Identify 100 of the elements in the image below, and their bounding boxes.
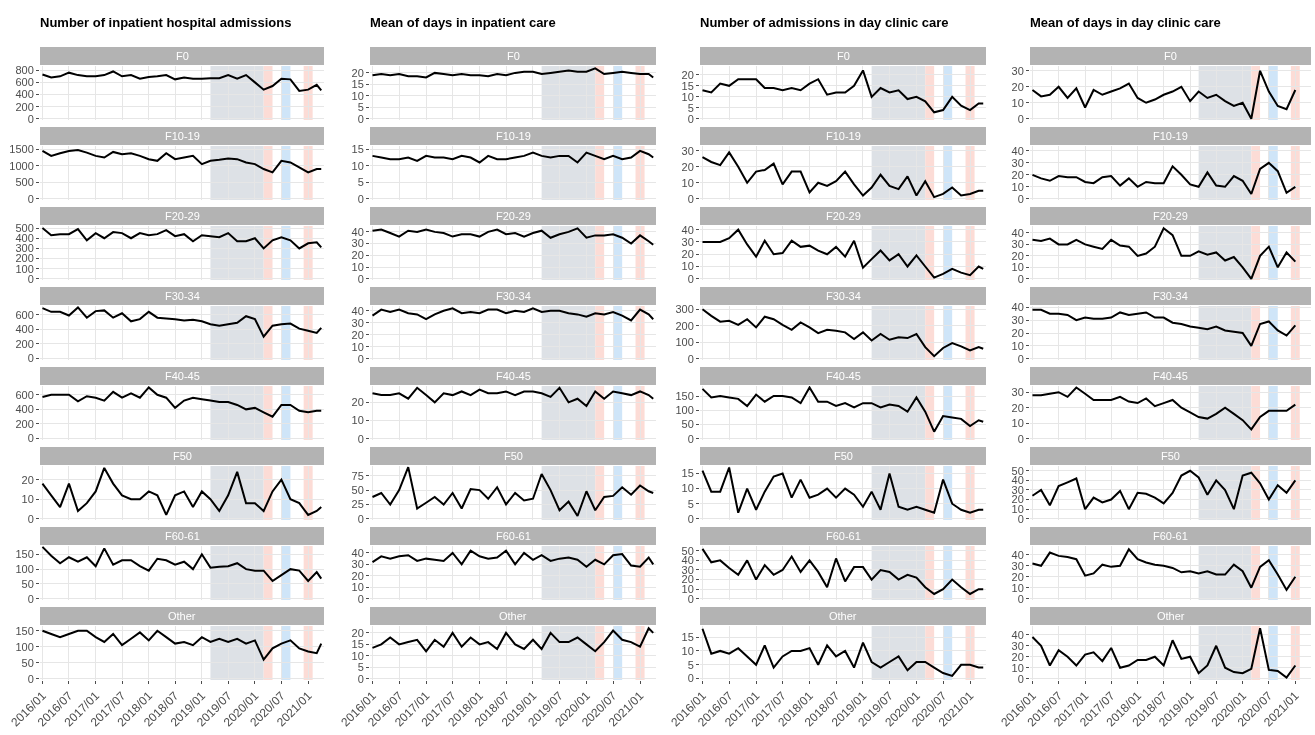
y-tick-label: 20 bbox=[1011, 401, 1024, 414]
chart-subtitle: F40-45 bbox=[165, 370, 200, 382]
y-tick-label: 0 bbox=[687, 432, 694, 445]
y-tick-label: 400 bbox=[15, 323, 34, 336]
y-tick-label: 30 bbox=[351, 237, 364, 250]
y-tick-label: 10 bbox=[1011, 417, 1024, 430]
chart-subtitle: F30-34 bbox=[496, 290, 531, 302]
y-tick-label: 0 bbox=[1017, 112, 1024, 125]
y-tick-label: 0 bbox=[357, 192, 364, 205]
line-series bbox=[41, 148, 323, 174]
line-series bbox=[1031, 161, 1297, 195]
y-tick-label: 20 bbox=[1011, 570, 1024, 583]
y-tick-label: 300 bbox=[675, 303, 694, 316]
y-tick-label: 10 bbox=[1011, 339, 1024, 352]
y-tick-label: 50 bbox=[21, 656, 34, 669]
y-tick-label: 10 bbox=[681, 90, 694, 103]
y-tick-label: 20 bbox=[681, 573, 694, 586]
y-tick-label: 0 bbox=[687, 512, 694, 525]
y-tick-label: 5 bbox=[687, 497, 694, 510]
chart-subtitle: Other bbox=[499, 610, 527, 622]
chart-subtitle: Other bbox=[168, 610, 196, 622]
y-tick-label: 0 bbox=[27, 672, 34, 685]
line-series bbox=[41, 546, 323, 583]
y-tick-label: 20 bbox=[21, 473, 34, 486]
y-tick-label: 20 bbox=[1011, 249, 1024, 262]
chart-subtitle: F50 bbox=[834, 450, 853, 462]
y-tick-label: 0 bbox=[1017, 432, 1024, 445]
y-tick-label: 50 bbox=[681, 418, 694, 431]
y-tick-label: 15 bbox=[351, 78, 364, 91]
y-tick-label: 15 bbox=[681, 467, 694, 480]
line-series bbox=[41, 70, 323, 92]
chart-subtitle: F0 bbox=[507, 50, 520, 62]
y-tick-label: 10 bbox=[1011, 180, 1024, 193]
line-series bbox=[41, 466, 323, 516]
y-tick-label: 20 bbox=[351, 396, 364, 409]
y-tick-label: 200 bbox=[15, 100, 34, 113]
line-series bbox=[371, 549, 655, 568]
y-tick-label: 5 bbox=[357, 101, 364, 114]
y-tick-label: 40 bbox=[351, 546, 364, 559]
y-tick-label: 10 bbox=[681, 482, 694, 495]
line-series bbox=[371, 149, 655, 164]
y-tick-label: 50 bbox=[21, 577, 34, 590]
line-series bbox=[371, 466, 655, 517]
y-tick-label: 0 bbox=[357, 512, 364, 525]
line-series bbox=[1031, 627, 1297, 679]
line-series bbox=[701, 466, 985, 514]
chart-subtitle: F20-29 bbox=[826, 210, 861, 222]
line-series bbox=[701, 386, 985, 433]
line-series bbox=[701, 547, 985, 595]
y-tick-label: 0 bbox=[687, 672, 694, 685]
y-tick-label: 20 bbox=[681, 248, 694, 261]
chart-title: Mean of days in inpatient care bbox=[370, 14, 556, 30]
y-tick-label: 0 bbox=[687, 192, 694, 205]
y-tick-label: 600 bbox=[15, 76, 34, 89]
chart-subtitle: F10-19 bbox=[165, 130, 200, 142]
y-tick-label: 0 bbox=[687, 352, 694, 365]
chart-subtitle: Other bbox=[1157, 610, 1185, 622]
chart-subtitle: F60-61 bbox=[1153, 530, 1188, 542]
chart-subtitle: Other bbox=[829, 610, 857, 622]
y-tick-label: 30 bbox=[1011, 386, 1024, 399]
y-tick-label: 10 bbox=[351, 649, 364, 662]
y-tick-label: 100 bbox=[15, 262, 34, 275]
y-tick-label: 50 bbox=[1011, 464, 1024, 477]
y-tick-label: 30 bbox=[1011, 156, 1024, 169]
y-tick-label: 20 bbox=[1011, 650, 1024, 663]
chart-subtitle: F60-61 bbox=[826, 530, 861, 542]
y-tick-label: 0 bbox=[357, 432, 364, 445]
y-tick-label: 0 bbox=[357, 352, 364, 365]
y-tick-label: 200 bbox=[675, 319, 694, 332]
y-tick-label: 100 bbox=[675, 336, 694, 349]
line-series bbox=[371, 307, 655, 322]
line-series bbox=[1031, 227, 1297, 280]
y-tick-label: 25 bbox=[351, 498, 364, 511]
y-tick-label: 0 bbox=[357, 672, 364, 685]
chart-subtitle: F50 bbox=[1161, 450, 1180, 462]
y-tick-label: 0 bbox=[27, 352, 34, 365]
chart-subtitle: F10-19 bbox=[1153, 130, 1188, 142]
y-tick-label: 800 bbox=[15, 64, 34, 77]
y-tick-label: 5 bbox=[357, 176, 364, 189]
y-tick-label: 200 bbox=[15, 252, 34, 265]
y-tick-label: 10 bbox=[681, 176, 694, 189]
chart-subtitle: F40-45 bbox=[496, 370, 531, 382]
line-series bbox=[701, 228, 985, 279]
y-tick-label: 0 bbox=[27, 272, 34, 285]
y-tick-label: 500 bbox=[15, 176, 34, 189]
chart-subtitle: F50 bbox=[173, 450, 192, 462]
y-tick-label: 30 bbox=[351, 316, 364, 329]
y-tick-label: 0 bbox=[1017, 672, 1024, 685]
y-tick-label: 40 bbox=[351, 225, 364, 238]
chart-subtitle: F60-61 bbox=[496, 530, 531, 542]
y-tick-label: 0 bbox=[1017, 192, 1024, 205]
line-series bbox=[1031, 69, 1297, 120]
y-tick-label: 30 bbox=[1011, 639, 1024, 652]
y-tick-label: 20 bbox=[1011, 80, 1024, 93]
line-series bbox=[701, 69, 985, 114]
chart-title: Mean of days in day clinic care bbox=[1030, 14, 1221, 30]
chart-subtitle: F0 bbox=[837, 50, 850, 62]
chart-subtitle: F10-19 bbox=[496, 130, 531, 142]
y-tick-label: 10 bbox=[351, 414, 364, 427]
y-tick-label: 1500 bbox=[9, 143, 34, 156]
